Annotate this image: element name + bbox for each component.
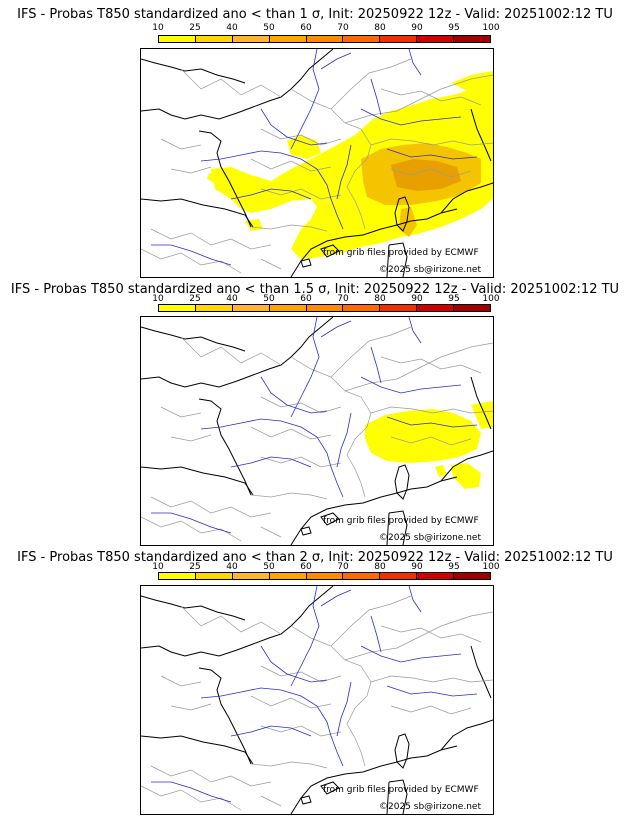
colorbar-segment bbox=[232, 305, 270, 311]
map-canvas bbox=[141, 586, 493, 814]
colorbar-segment bbox=[232, 36, 270, 42]
colorbar-segment bbox=[159, 36, 196, 42]
panel-title: IFS - Probas T850 standardized ano < tha… bbox=[10, 282, 620, 297]
colorbar-segment bbox=[454, 36, 491, 42]
colorbar-segment bbox=[306, 305, 344, 311]
colorbar-segment bbox=[159, 305, 196, 311]
colorbar-segment bbox=[269, 573, 307, 579]
colorbar-segment bbox=[343, 573, 381, 579]
copyright-text: ©2025 sb@irizone.net bbox=[379, 265, 481, 275]
tick-label: 80 bbox=[374, 294, 386, 304]
credit-text: from grib files provided by ECMWF bbox=[323, 248, 479, 258]
tick-label: 50 bbox=[263, 562, 275, 572]
tick-label: 100 bbox=[482, 294, 500, 304]
colorbar bbox=[158, 572, 491, 580]
tick-label: 60 bbox=[300, 23, 312, 33]
colorbar bbox=[158, 304, 491, 312]
tick-label: 90 bbox=[411, 23, 423, 33]
tick-label: 50 bbox=[263, 294, 275, 304]
probability-map: from grib files provided by ECMWF ©2025 … bbox=[140, 48, 494, 278]
colorbar-segment bbox=[417, 305, 455, 311]
tick-label: 25 bbox=[189, 294, 201, 304]
tick-label: 25 bbox=[189, 562, 201, 572]
colorbar-segment bbox=[195, 36, 233, 42]
tick-label: 95 bbox=[448, 23, 460, 33]
colorbar-segment bbox=[380, 573, 418, 579]
colorbar-segment bbox=[269, 36, 307, 42]
tick-label: 80 bbox=[374, 562, 386, 572]
colorbar bbox=[158, 35, 491, 43]
colorbar-segment bbox=[343, 305, 381, 311]
colorbar-segment bbox=[343, 36, 381, 42]
tick-label: 40 bbox=[226, 23, 238, 33]
tick-label: 70 bbox=[337, 562, 349, 572]
colorbar-segment bbox=[232, 573, 270, 579]
colorbar-segment bbox=[269, 305, 307, 311]
tick-label: 60 bbox=[300, 562, 312, 572]
probability-fill bbox=[365, 401, 493, 489]
colorbar-segment bbox=[417, 36, 455, 42]
map-canvas bbox=[141, 317, 493, 545]
colorbar-segment bbox=[380, 305, 418, 311]
colorbar-segment bbox=[417, 573, 455, 579]
tick-label: 100 bbox=[482, 23, 500, 33]
panel-title: IFS - Probas T850 standardized ano < tha… bbox=[17, 7, 613, 22]
colorbar-segment bbox=[195, 573, 233, 579]
colorbar-segment bbox=[454, 305, 491, 311]
tick-label: 10 bbox=[152, 562, 164, 572]
panel-1sigma: IFS - Probas T850 standardized ano < tha… bbox=[0, 0, 630, 278]
tick-label: 90 bbox=[411, 294, 423, 304]
tick-label: 70 bbox=[337, 23, 349, 33]
tick-label: 50 bbox=[263, 23, 275, 33]
colorbar-ticks: 10 25 40 50 60 70 80 90 95 100 bbox=[0, 23, 630, 35]
tick-label: 95 bbox=[448, 562, 460, 572]
colorbar-segment bbox=[380, 36, 418, 42]
tick-label: 10 bbox=[152, 23, 164, 33]
credit-text: from grib files provided by ECMWF bbox=[323, 516, 479, 526]
tick-label: 70 bbox=[337, 294, 349, 304]
colorbar-segment bbox=[306, 573, 344, 579]
probability-map: from grib files provided by ECMWF ©2025 … bbox=[140, 585, 494, 815]
probability-map: from grib files provided by ECMWF ©2025 … bbox=[140, 316, 494, 546]
colorbar-segment bbox=[195, 305, 233, 311]
tick-label: 100 bbox=[482, 562, 500, 572]
panel-1-5sigma: IFS - Probas T850 standardized ano < tha… bbox=[0, 282, 630, 548]
copyright-text: ©2025 sb@irizone.net bbox=[379, 802, 481, 812]
copyright-text: ©2025 sb@irizone.net bbox=[379, 533, 481, 543]
tick-label: 60 bbox=[300, 294, 312, 304]
credit-text: from grib files provided by ECMWF bbox=[323, 785, 479, 795]
tick-label: 25 bbox=[189, 23, 201, 33]
colorbar-segment bbox=[454, 573, 491, 579]
colorbar-segment bbox=[306, 36, 344, 42]
tick-label: 40 bbox=[226, 294, 238, 304]
panel-title: IFS - Probas T850 standardized ano < tha… bbox=[17, 550, 613, 565]
tick-label: 40 bbox=[226, 562, 238, 572]
tick-label: 10 bbox=[152, 294, 164, 304]
tick-label: 80 bbox=[374, 23, 386, 33]
colorbar-segment bbox=[159, 573, 196, 579]
map-canvas bbox=[141, 49, 493, 277]
tick-label: 90 bbox=[411, 562, 423, 572]
colorbar-ticks: 10 25 40 50 60 70 80 90 95 100 bbox=[0, 562, 630, 574]
panel-2sigma: IFS - Probas T850 standardized ano < tha… bbox=[0, 548, 630, 828]
tick-label: 95 bbox=[448, 294, 460, 304]
colorbar-ticks: 10 25 40 50 60 70 80 90 95 100 bbox=[0, 294, 630, 306]
